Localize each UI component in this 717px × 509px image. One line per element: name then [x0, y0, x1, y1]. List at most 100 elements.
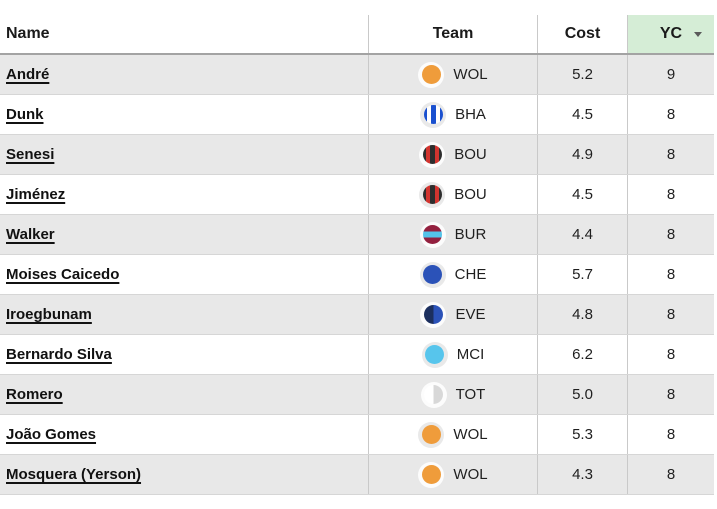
- team-cell: MCI: [368, 335, 537, 374]
- chelsea-kit-icon: [419, 261, 446, 288]
- cost-value: 5.3: [537, 415, 627, 454]
- brighton-kit-icon: [420, 101, 447, 128]
- player-name-link[interactable]: Jiménez: [6, 186, 66, 203]
- player-name-cell: Mosquera (Yerson): [0, 455, 368, 494]
- yellow-cards-value: 8: [627, 215, 714, 254]
- table-body: André WOL 5.2 9 Dunk BHA 4.5 8 Senesi BOU 4.9 8 Jimé…: [0, 55, 714, 495]
- player-name-cell: Iroegbunam: [0, 295, 368, 334]
- team-abbr: WOL: [453, 426, 488, 443]
- player-name-link[interactable]: Walker: [6, 226, 55, 243]
- team-cell: WOL: [368, 55, 537, 94]
- player-name-cell: André: [0, 55, 368, 94]
- yellow-cards-value: 8: [627, 295, 714, 334]
- team-abbr: WOL: [453, 466, 488, 483]
- team-abbr: CHE: [454, 266, 487, 283]
- spurs-kit-icon: [420, 381, 447, 408]
- kit-color-circle: [423, 265, 443, 284]
- team-abbr: EVE: [455, 306, 486, 323]
- team-abbr: WOL: [453, 66, 488, 83]
- team-abbr: BOU: [454, 186, 487, 203]
- table-row: André WOL 5.2 9: [0, 55, 714, 95]
- column-header-cost-label: Cost: [564, 25, 601, 42]
- team-badge-group: BOU: [419, 181, 487, 208]
- player-name-link[interactable]: Mosquera (Yerson): [6, 466, 142, 483]
- player-name-link[interactable]: Bernardo Silva: [6, 346, 112, 363]
- table-header-row: Name Team Cost YC: [0, 15, 714, 55]
- player-name-link[interactable]: João Gomes: [6, 426, 97, 443]
- kit-color-circle: [422, 185, 442, 204]
- player-name-link[interactable]: Iroegbunam: [6, 306, 92, 323]
- team-abbr: BHA: [455, 106, 486, 123]
- cost-value: 4.3: [537, 455, 627, 494]
- yellow-cards-value: 8: [627, 415, 714, 454]
- bournemouth-kit-icon: [419, 141, 446, 168]
- cost-value: 5.2: [537, 55, 627, 94]
- cost-value: 4.8: [537, 295, 627, 334]
- column-header-team[interactable]: Team: [368, 15, 537, 53]
- column-header-team-label: Team: [432, 25, 474, 42]
- player-name-cell: João Gomes: [0, 415, 368, 454]
- column-header-cost[interactable]: Cost: [537, 15, 627, 53]
- team-cell: WOL: [368, 415, 537, 454]
- wolves-kit-icon: [418, 61, 445, 88]
- yellow-cards-value: 8: [627, 135, 714, 174]
- man-city-kit-icon: [421, 341, 448, 368]
- kit-color-circle: [423, 105, 443, 124]
- team-abbr: MCI: [456, 346, 485, 363]
- player-name-cell: Jiménez: [0, 175, 368, 214]
- player-stats-table: Name Team Cost YC André WOL 5.2 9 Dunk BHA 4.5…: [0, 15, 714, 495]
- player-name-cell: Romero: [0, 375, 368, 414]
- yellow-cards-value: 8: [627, 375, 714, 414]
- table-row: Bernardo Silva MCI 6.2 8: [0, 335, 714, 375]
- team-badge-group: BHA: [420, 101, 486, 128]
- team-cell: BUR: [368, 215, 537, 254]
- table-row: Walker BUR 4.4 8: [0, 215, 714, 255]
- team-badge-group: TOT: [420, 381, 486, 408]
- team-cell: WOL: [368, 455, 537, 494]
- player-name-cell: Senesi: [0, 135, 368, 174]
- kit-color-circle: [424, 385, 444, 404]
- table-row: Mosquera (Yerson) WOL 4.3 8: [0, 455, 714, 495]
- player-name-cell: Moises Caicedo: [0, 255, 368, 294]
- team-badge-group: BUR: [419, 221, 486, 248]
- column-header-name-label: Name: [6, 25, 50, 42]
- yellow-cards-value: 8: [627, 175, 714, 214]
- team-badge-group: BOU: [419, 141, 487, 168]
- table-row: Jiménez BOU 4.5 8: [0, 175, 714, 215]
- table-row: Iroegbunam EVE 4.8 8: [0, 295, 714, 335]
- cost-value: 4.9: [537, 135, 627, 174]
- team-cell: BOU: [368, 175, 537, 214]
- table-row: Romero TOT 5.0 8: [0, 375, 714, 415]
- column-header-name[interactable]: Name: [0, 15, 368, 53]
- player-name-cell: Bernardo Silva: [0, 335, 368, 374]
- burnley-kit-icon: [419, 221, 446, 248]
- cost-value: 4.5: [537, 95, 627, 134]
- cost-value: 5.7: [537, 255, 627, 294]
- player-name-link[interactable]: Moises Caicedo: [6, 266, 120, 283]
- yellow-cards-value: 9: [627, 55, 714, 94]
- team-cell: CHE: [368, 255, 537, 294]
- bournemouth-kit-icon: [419, 181, 446, 208]
- player-name-link[interactable]: Senesi: [6, 146, 55, 163]
- player-name-link[interactable]: Dunk: [6, 106, 44, 123]
- team-badge-group: MCI: [421, 341, 485, 368]
- player-name-link[interactable]: André: [6, 66, 50, 83]
- wolves-kit-icon: [418, 421, 445, 448]
- team-badge-group: WOL: [418, 61, 488, 88]
- yellow-cards-value: 8: [627, 95, 714, 134]
- cost-value: 6.2: [537, 335, 627, 374]
- team-abbr: TOT: [455, 386, 486, 403]
- team-cell: TOT: [368, 375, 537, 414]
- column-header-yc-label: YC: [659, 25, 683, 42]
- cost-value: 4.5: [537, 175, 627, 214]
- table-row: Senesi BOU 4.9 8: [0, 135, 714, 175]
- column-header-yc[interactable]: YC: [627, 15, 714, 53]
- table-row: Moises Caicedo CHE 5.7 8: [0, 255, 714, 295]
- kit-color-circle: [421, 425, 441, 444]
- team-badge-group: WOL: [418, 421, 488, 448]
- player-name-link[interactable]: Romero: [6, 386, 63, 403]
- table-row: João Gomes WOL 5.3 8: [0, 415, 714, 455]
- team-cell: BHA: [368, 95, 537, 134]
- table-row: Dunk BHA 4.5 8: [0, 95, 714, 135]
- player-name-cell: Walker: [0, 215, 368, 254]
